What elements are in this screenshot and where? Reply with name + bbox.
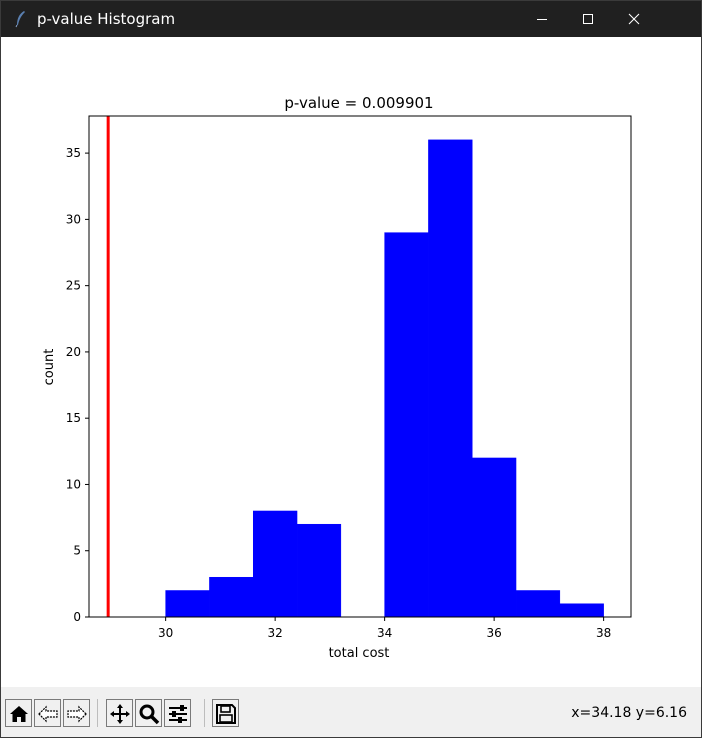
cursor-coordinates: x=34.18 y=6.16 (571, 705, 687, 721)
x-tick-label: 32 (268, 626, 283, 640)
configure-subplots-button[interactable] (164, 699, 191, 727)
histogram-bar (559, 603, 604, 618)
home-button[interactable] (5, 699, 32, 727)
configure-subplots-icon (169, 705, 187, 723)
close-icon (628, 13, 640, 25)
y-axis-label: count (42, 349, 57, 386)
histogram-bar (296, 523, 342, 618)
y-ticks: 0 5 10 15 20 25 30 35 (66, 146, 89, 624)
minimize-icon (537, 19, 547, 20)
x-tick-label: 38 (596, 626, 611, 640)
histogram-bar (428, 139, 473, 618)
pan-button[interactable] (106, 699, 133, 727)
x-ticks: 30 32 34 36 38 (158, 617, 611, 640)
pan-icon (110, 704, 130, 724)
toolbar-separator (97, 699, 98, 727)
save-icon (216, 704, 236, 724)
feather-icon (13, 10, 29, 28)
histogram-bar (471, 457, 517, 618)
x-tick-label: 34 (377, 626, 392, 640)
x-tick-label: 30 (158, 626, 173, 640)
home-icon (10, 706, 28, 722)
figure-canvas[interactable]: 30 32 34 36 38 0 5 10 15 20 25 30 35 p-value = 0.00… (1, 37, 701, 687)
title-bar[interactable]: p-value Histogram (1, 1, 701, 37)
histogram-bars (165, 139, 604, 618)
save-button[interactable] (212, 699, 239, 727)
maximize-button[interactable] (565, 1, 611, 37)
histogram-bar (252, 510, 298, 618)
maximize-icon (583, 14, 593, 24)
chart-title: p-value = 0.009901 (284, 94, 433, 112)
y-tick-label: 5 (73, 544, 81, 558)
zoom-button[interactable] (135, 699, 162, 727)
y-tick-label: 20 (66, 345, 81, 359)
x-tick-label: 36 (486, 626, 501, 640)
y-tick-label: 15 (66, 411, 81, 425)
back-button[interactable] (34, 699, 61, 727)
back-icon (38, 705, 58, 723)
histogram-bar (384, 232, 429, 618)
zoom-icon (139, 704, 160, 725)
window-title: p-value Histogram (37, 10, 176, 28)
toolbar-separator (204, 699, 205, 727)
minimize-button[interactable] (519, 1, 565, 37)
forward-button[interactable] (63, 699, 90, 727)
x-axis-label: total cost (329, 646, 390, 661)
y-tick-label: 35 (66, 146, 81, 160)
y-tick-label: 0 (73, 610, 81, 624)
histogram-chart: 30 32 34 36 38 0 5 10 15 20 25 30 35 p-value = 0.00… (42, 94, 632, 661)
histogram-bar (209, 576, 254, 618)
y-tick-label: 25 (66, 279, 81, 293)
y-tick-label: 10 (66, 477, 81, 491)
close-button[interactable] (611, 1, 657, 37)
forward-icon (67, 705, 87, 723)
y-tick-label: 30 (66, 212, 81, 226)
histogram-bar (165, 590, 210, 618)
axes-frame (88, 115, 632, 618)
navigation-toolbar: x=34.18 y=6.16 (1, 687, 701, 737)
histogram-bar (515, 590, 561, 618)
